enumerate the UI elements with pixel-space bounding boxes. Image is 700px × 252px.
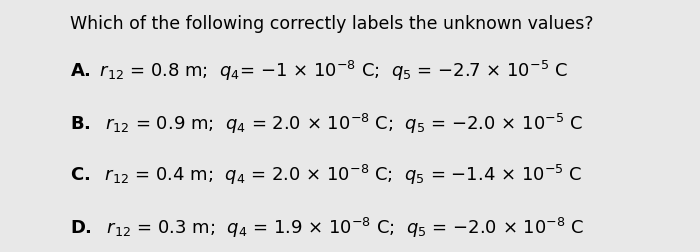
Text: $\mathbf{C.}$  $r_{12}$ = 0.4 m;  $q_4$ = 2.0 $\times$ 10$^{-8}$ C;  $q_5$ = $-$: $\mathbf{C.}$ $r_{12}$ = 0.4 m; $q_4$ = …: [70, 162, 582, 186]
Text: $\mathbf{A.}$ $r_{12}$ = 0.8 m;  $q_4$= $-$1 $\times$ 10$^{-8}$ C;  $q_5$ = $-$2: $\mathbf{A.}$ $r_{12}$ = 0.8 m; $q_4$= $…: [70, 58, 568, 83]
Text: Which of the following correctly labels the unknown values?: Which of the following correctly labels …: [70, 15, 594, 33]
Text: $\mathbf{B.}$  $r_{12}$ = 0.9 m;  $q_4$ = 2.0 $\times$ 10$^{-8}$ C;  $q_5$ = $-$: $\mathbf{B.}$ $r_{12}$ = 0.9 m; $q_4$ = …: [70, 111, 583, 136]
Text: $\mathbf{D.}$  $r_{12}$ = 0.3 m;  $q_4$ = 1.9 $\times$ 10$^{-8}$ C;  $q_5$ = $-$: $\mathbf{D.}$ $r_{12}$ = 0.3 m; $q_4$ = …: [70, 215, 584, 239]
